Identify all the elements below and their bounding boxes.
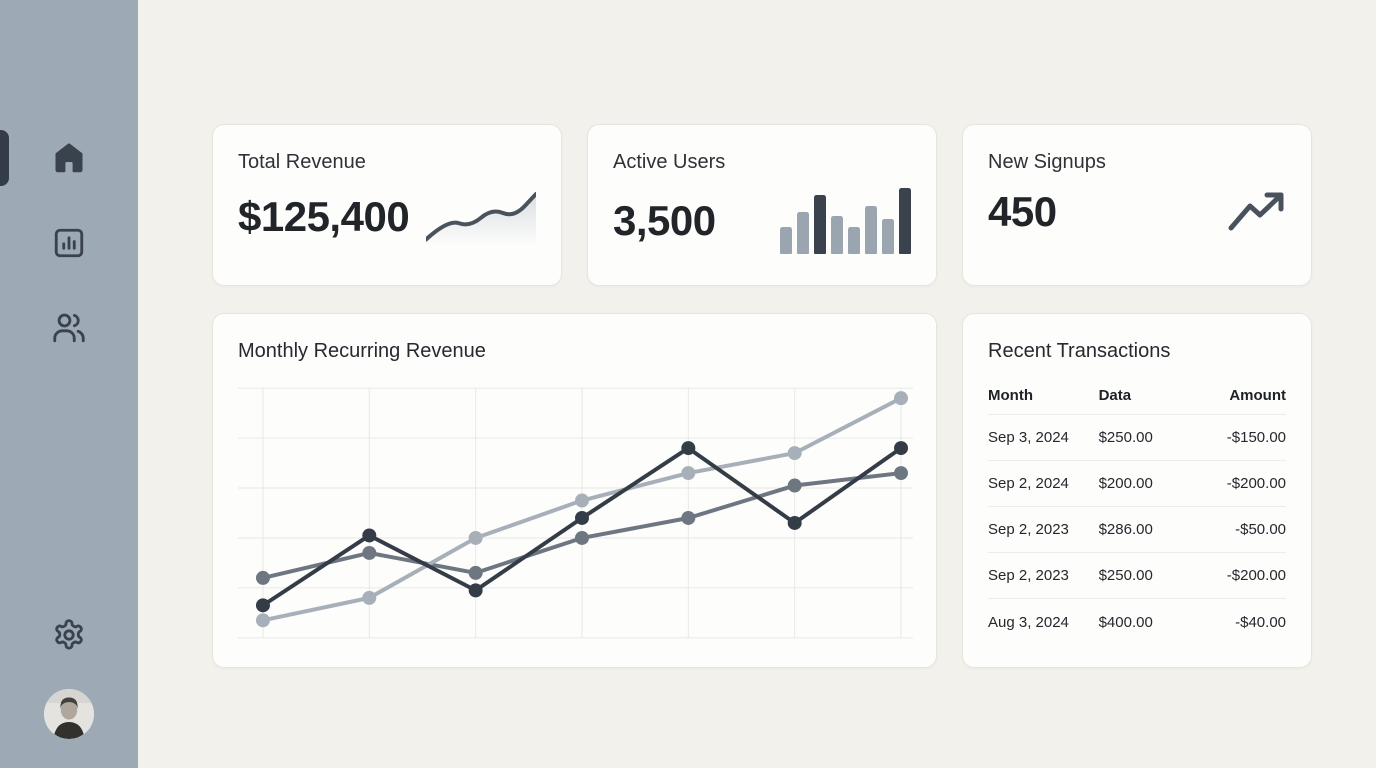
stat-label: New Signups	[988, 151, 1106, 173]
stat-card-active-users: Active Users 3,500	[587, 124, 937, 286]
chart-title: Monthly Recurring Revenue	[238, 340, 486, 362]
stat-label: Total Revenue	[238, 151, 366, 173]
table-header-cell: Month	[988, 386, 1033, 404]
table-header-cell: Data	[1098, 386, 1132, 404]
mini-bar	[831, 216, 843, 254]
mini-bar	[882, 219, 894, 254]
mini-bar	[814, 195, 826, 254]
table-cell: -$40.00	[1235, 613, 1286, 631]
mrr-chart-card: Monthly Recurring Revenue	[212, 313, 937, 668]
table-cell: $200.00	[1098, 475, 1153, 492]
sidebar-nav	[50, 140, 88, 348]
mini-bar	[780, 227, 792, 254]
home-icon	[51, 140, 87, 179]
sidebar	[0, 0, 138, 768]
users-icon	[51, 310, 87, 349]
settings-button[interactable]	[50, 617, 88, 655]
revenue-sparkline	[426, 188, 536, 246]
table-cell: $250.00	[1098, 567, 1153, 584]
sidebar-bottom	[44, 617, 94, 768]
table-cell: Sep 2, 2024	[988, 475, 1069, 492]
sidebar-item-analytics[interactable]	[50, 225, 88, 263]
bottom-row: Monthly Recurring Revenue Recent Transac…	[212, 313, 1312, 668]
table-cell: $286.00	[1098, 521, 1153, 538]
table-cell: -$150.00	[1226, 429, 1286, 446]
table-row: Sep 2, 2024 $200.00 -$200.00	[988, 461, 1286, 507]
mini-bar	[899, 188, 911, 254]
table-header-cell: Amount	[1229, 386, 1286, 404]
table-row: Sep 2, 2023 $286.00 -$50.00	[988, 507, 1286, 553]
avatar-photo	[44, 689, 94, 739]
mini-bar	[797, 212, 809, 254]
user-avatar[interactable]	[44, 689, 94, 739]
stat-card-new-signups: New Signups 450	[962, 124, 1312, 286]
table-cell: Aug 3, 2024	[988, 613, 1069, 631]
table-row: Sep 2, 2023 $250.00 -$200.00	[988, 553, 1286, 599]
table-cell: Sep 2, 2023	[988, 567, 1069, 584]
stat-value: $125,400	[238, 193, 410, 240]
sidebar-item-home[interactable]	[50, 140, 88, 178]
stat-value: 450	[988, 188, 1057, 235]
mini-bar	[865, 206, 877, 254]
stat-label: Active Users	[613, 151, 726, 173]
mrr-line-chart	[238, 387, 913, 644]
trending-up-icon	[1228, 190, 1286, 234]
stats-row: Total Revenue $125,400 Active U	[212, 124, 1312, 286]
mini-bar	[848, 227, 860, 254]
gear-icon	[51, 617, 87, 656]
table-header-row: Month Data Amount	[988, 376, 1286, 415]
active-nav-indicator	[0, 130, 9, 186]
stat-value: 3,500	[613, 197, 716, 244]
main-content: Total Revenue $125,400 Active U	[138, 0, 1376, 768]
table-cell: Sep 3, 2024	[988, 429, 1069, 446]
table-cell: -$200.00	[1226, 567, 1286, 584]
table-cell: -$50.00	[1235, 521, 1286, 538]
table-cell: -$200.00	[1226, 475, 1286, 492]
table-cell: Sep 2, 2023	[988, 521, 1069, 538]
transactions-title: Recent Transactions	[988, 340, 1171, 362]
transactions-card: Recent Transactions Month Data Amount Sep 3…	[962, 313, 1312, 668]
table-cell: $250.00	[1098, 429, 1153, 446]
table-row: Aug 3, 2024 $400.00 -$40.00	[988, 599, 1286, 645]
transactions-table: Month Data Amount Sep 3, 2024 $250.00 -$150.0…	[988, 376, 1286, 645]
table-row: Sep 3, 2024 $250.00 -$150.00	[988, 415, 1286, 461]
table-cell: $400.00	[1098, 613, 1153, 631]
users-mini-bar-chart	[780, 188, 911, 254]
stat-card-total-revenue: Total Revenue $125,400	[212, 124, 562, 286]
bar-chart-icon	[51, 225, 87, 264]
sidebar-item-users[interactable]	[50, 310, 88, 348]
